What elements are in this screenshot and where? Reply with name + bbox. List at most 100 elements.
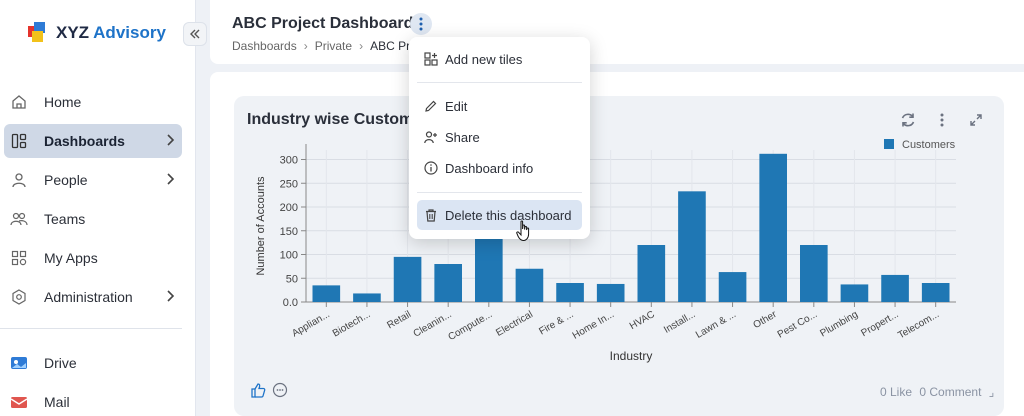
menu-item-dashboard-info[interactable]: Dashboard info xyxy=(417,153,582,183)
bar xyxy=(921,283,950,302)
bar xyxy=(515,268,544,302)
sidebar-item-label: Mail xyxy=(44,394,70,410)
logo-icon xyxy=(28,22,48,44)
bar-chart: 0.0 50 100 150 200 250 300 Applian... Biotech...… xyxy=(255,139,956,363)
sidebar-item-administration[interactable]: Administration xyxy=(4,280,182,314)
breadcrumb-dashboards[interactable]: Dashboards xyxy=(232,39,297,53)
like-button[interactable] xyxy=(250,382,266,403)
x-tick-label: Retail xyxy=(385,309,413,331)
apps-icon xyxy=(10,249,28,267)
home-icon xyxy=(10,93,28,111)
menu-divider xyxy=(417,82,582,83)
bar xyxy=(353,293,381,302)
chevron-right-icon xyxy=(166,172,176,189)
sidebar-item-people[interactable]: People xyxy=(4,163,182,197)
bar xyxy=(637,245,666,302)
dashboards-icon xyxy=(10,132,28,150)
y-tick-label: 300 xyxy=(280,155,298,167)
chevron-right-icon: › xyxy=(303,39,308,53)
chevron-right-icon xyxy=(166,133,176,150)
y-tick-label: 150 xyxy=(280,226,298,238)
bar xyxy=(475,235,503,302)
logo[interactable]: XYZ Advisory xyxy=(28,22,166,44)
bar xyxy=(434,264,462,302)
sidebar-item-mail[interactable]: Mail xyxy=(4,385,182,416)
breadcrumb-private[interactable]: Private xyxy=(314,39,353,53)
x-tick-label: Electrical xyxy=(494,309,535,339)
page-header: ABC Project Dashboard Dashboards › Priva… xyxy=(210,0,1024,64)
menu-item-share[interactable]: Share xyxy=(417,122,582,152)
page-title: ABC Project Dashboard xyxy=(232,15,414,32)
x-tick-label: Other xyxy=(752,309,780,331)
menu-item-label: Add new tiles xyxy=(445,51,523,67)
expand-icon[interactable] xyxy=(966,110,986,130)
menu-item-delete-dashboard[interactable]: Delete this dashboard xyxy=(417,200,582,230)
bar xyxy=(312,285,341,302)
drive-icon xyxy=(10,354,28,372)
sidebar-item-teams[interactable]: Teams xyxy=(4,202,182,236)
trash-icon xyxy=(423,207,439,223)
bar xyxy=(393,256,422,302)
x-tick-label: Lawn & ... xyxy=(694,309,738,341)
pencil-icon xyxy=(423,98,439,114)
info-icon xyxy=(423,160,439,176)
settings-icon xyxy=(10,288,28,306)
sidebar: XYZ Advisory Home Dashboards People Team… xyxy=(0,0,196,416)
bar xyxy=(596,283,625,302)
sidebar-item-label: Dashboards xyxy=(44,133,125,149)
tile-stats: 0 Like 0 Comment ⌟ xyxy=(880,385,998,399)
bar xyxy=(718,272,747,302)
sidebar-item-dashboards[interactable]: Dashboards xyxy=(4,124,182,158)
thumbs-up-icon xyxy=(251,383,266,398)
x-tick-label: Compute... xyxy=(446,309,494,343)
tile-reactions xyxy=(250,382,288,403)
x-tick-label: Pest Co... xyxy=(776,309,820,340)
sidebar-item-label: Teams xyxy=(44,211,86,227)
x-tick-label: HVAC xyxy=(628,309,657,332)
hand-cursor-icon xyxy=(516,220,532,247)
brand-part1: XYZ xyxy=(56,23,90,42)
sidebar-item-my-apps[interactable]: My Apps xyxy=(4,241,182,275)
x-tick-label: Plumbing xyxy=(818,309,860,339)
sidebar-divider xyxy=(0,328,182,329)
comment-button[interactable] xyxy=(272,382,288,403)
sidebar-item-home[interactable]: Home xyxy=(4,85,182,119)
menu-divider xyxy=(417,192,582,193)
sidebar-item-label: Administration xyxy=(44,289,133,305)
x-tick-label: Telecom... xyxy=(896,309,941,341)
chart-tile xyxy=(234,96,1004,416)
like-count[interactable]: 0 Like xyxy=(880,385,913,399)
refresh-icon[interactable] xyxy=(898,110,918,130)
x-tick-label: Applian... xyxy=(290,309,332,339)
y-tick-label: 200 xyxy=(280,202,298,214)
tile-toolbar xyxy=(898,110,986,130)
menu-item-edit[interactable]: Edit xyxy=(417,91,582,121)
sidebar-item-drive[interactable]: Drive xyxy=(4,346,182,380)
collapse-sidebar-button[interactable] xyxy=(183,22,207,46)
x-tick-label: Home In... xyxy=(571,309,616,342)
vertical-dots-icon xyxy=(419,17,423,31)
menu-item-add-new-tiles[interactable]: Add new tiles xyxy=(417,44,582,74)
legend-swatch xyxy=(884,139,894,149)
dashboard-more-button[interactable] xyxy=(410,13,432,35)
tile-title: Industry wise Custom xyxy=(247,111,414,128)
double-chevron-left-icon xyxy=(190,29,200,39)
menu-item-label: Edit xyxy=(445,98,468,114)
x-tick-label: Fire & ... xyxy=(537,309,575,337)
tile-more-icon[interactable] xyxy=(932,110,952,130)
chevron-right-icon: › xyxy=(359,39,364,53)
x-tick-label: Install... xyxy=(662,309,697,336)
x-axis-label: Industry xyxy=(610,349,653,363)
mail-icon xyxy=(10,393,28,411)
y-tick-label: 0.0 xyxy=(283,297,298,309)
breadcrumb-current: ABC Pr xyxy=(370,39,411,53)
y-tick-label: 50 xyxy=(286,273,298,285)
comment-count[interactable]: 0 Comment xyxy=(919,385,982,399)
comment-icon xyxy=(272,382,288,398)
person-icon xyxy=(10,171,28,189)
menu-item-label: Delete this dashboard xyxy=(445,207,572,223)
sidebar-item-label: Home xyxy=(44,94,82,110)
legend-label: Customers xyxy=(902,139,956,151)
chevron-right-icon xyxy=(166,289,176,306)
sidebar-item-label: People xyxy=(44,172,88,188)
